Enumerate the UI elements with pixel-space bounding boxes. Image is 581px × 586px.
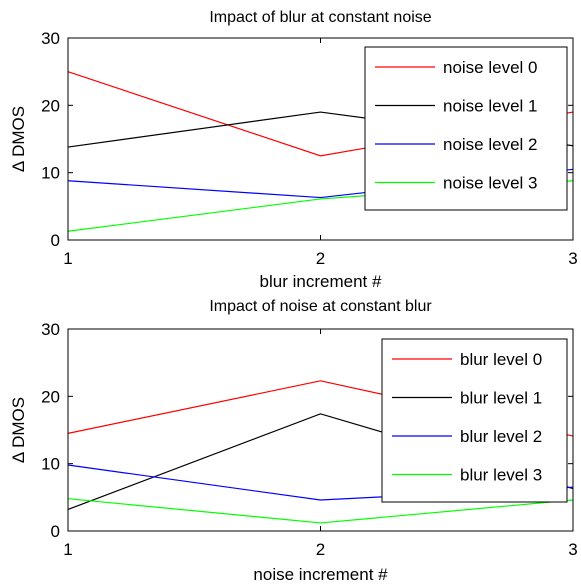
- y-axis-label: Δ DMOS: [9, 397, 28, 463]
- x-tick-label: 3: [568, 249, 577, 268]
- chart-title: Impact of noise at constant blur: [209, 298, 432, 315]
- y-tick-label: 10: [41, 164, 60, 183]
- y-tick-label: 30: [41, 320, 60, 339]
- x-axis-label: blur increment #: [260, 272, 382, 291]
- legend-label-0: blur level 0: [460, 350, 542, 369]
- chart-title: Impact of blur at constant noise: [209, 9, 431, 26]
- y-tick-label: 0: [51, 231, 60, 250]
- x-tick-label: 2: [316, 249, 325, 268]
- legend-label-3: noise level 3: [443, 174, 538, 193]
- x-axis-label: noise increment #: [253, 565, 388, 584]
- x-tick-label: 2: [316, 540, 325, 559]
- legend-label-2: blur level 2: [460, 427, 542, 446]
- chart-blur-impact: Impact of blur at constant noise 1 2 30102…: [9, 9, 578, 291]
- y-axis-label: Δ DMOS: [9, 106, 28, 172]
- series-line-3: [67, 498, 574, 524]
- x-tick-label: 1: [63, 540, 72, 559]
- legend-box: [381, 338, 568, 503]
- legend-label-2: noise level 2: [443, 135, 538, 154]
- y-tick-label: 10: [41, 455, 60, 474]
- x-tick-label: 1: [63, 249, 72, 268]
- legend-label-0: noise level 0: [443, 58, 538, 77]
- y-tick-label: 20: [41, 96, 60, 115]
- y-tick-label: 20: [41, 387, 60, 406]
- legend: blur level 0 blur level 1 blur level 2 blur…: [381, 338, 568, 503]
- y-tick-label: 0: [51, 522, 60, 541]
- legend-label-1: blur level 1: [460, 389, 542, 408]
- y-tick-label: 30: [41, 29, 60, 48]
- legend-label-1: noise level 1: [443, 97, 538, 116]
- chart-noise-impact: Impact of noise at constant blur 1 2 30102…: [9, 298, 578, 584]
- x-tick-label: 3: [568, 540, 577, 559]
- legend-label-3: blur level 3: [460, 466, 542, 485]
- legend: noise level 0 noise level 1 noise level 2 n…: [364, 46, 568, 211]
